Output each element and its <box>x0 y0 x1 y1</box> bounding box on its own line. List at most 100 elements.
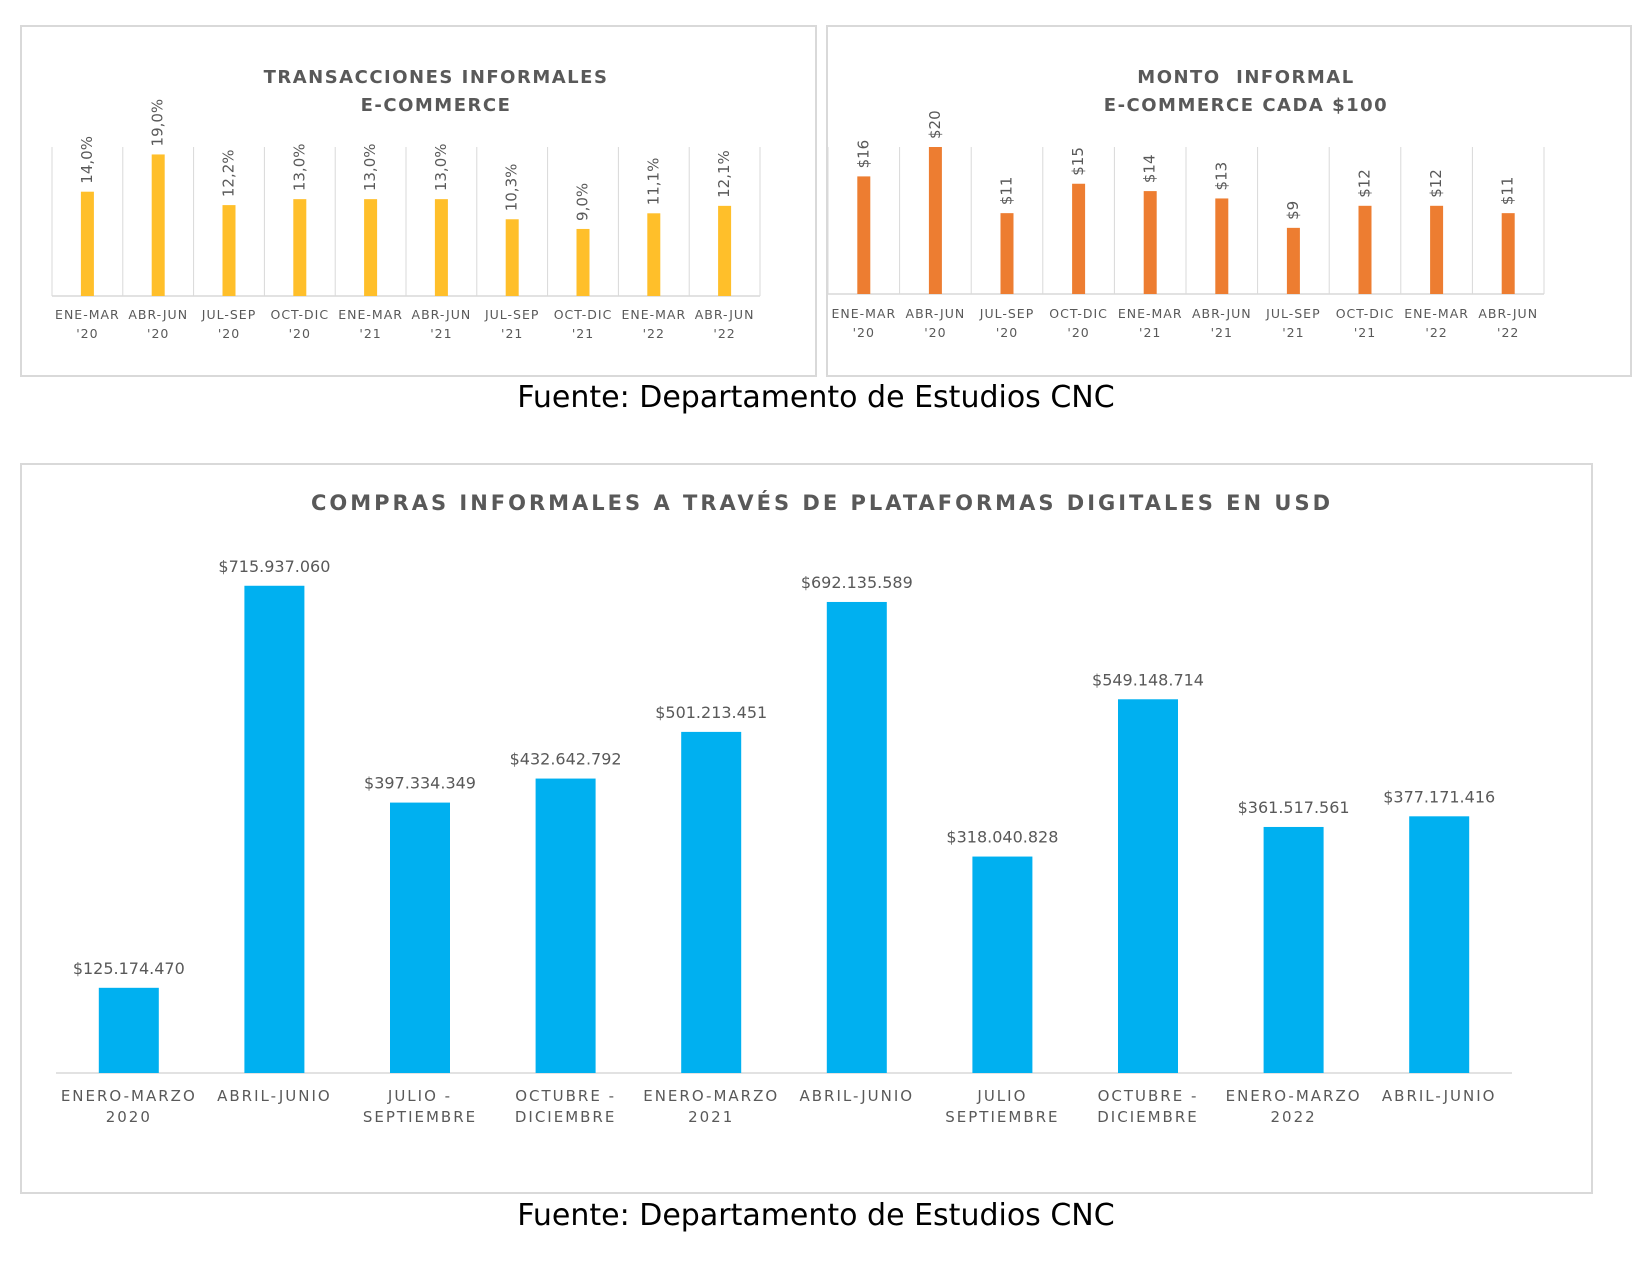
bar <box>1263 826 1324 1073</box>
tick-label: JULIO <box>976 1087 1027 1105</box>
tick-label: JUL-SEP <box>484 307 539 322</box>
tick-label: '21 <box>359 326 381 341</box>
tick-label: ABRIL-JUNIO <box>1382 1087 1497 1105</box>
tick-label: '21 <box>572 326 594 341</box>
data-label: 13,0% <box>361 143 379 191</box>
data-label: 9,0% <box>574 183 592 221</box>
tick-label: OCT-DIC <box>270 307 329 322</box>
bar <box>535 778 596 1073</box>
data-label: 13,0% <box>432 143 450 191</box>
tick-label: '20 <box>218 326 240 341</box>
source-note-bottom: Fuente: Departamento de Estudios CNC <box>517 1198 1115 1233</box>
data-label: $20 <box>926 110 944 139</box>
bar <box>222 205 236 296</box>
tick-label: ABR-JUN <box>1192 306 1252 321</box>
bar <box>1286 227 1300 294</box>
bar <box>1215 198 1229 294</box>
bar <box>972 856 1033 1073</box>
tick-label: ABRIL-JUNIO <box>217 1087 332 1105</box>
data-label: $549.148.714 <box>1092 670 1204 689</box>
tick-label: '22 <box>713 326 735 341</box>
chart-title: COMPRAS INFORMALES A TRAVÉS DE PLATAFORM… <box>311 490 1333 515</box>
tick-label: 2021 <box>688 1108 734 1126</box>
bar <box>244 585 305 1073</box>
bar <box>681 731 742 1073</box>
tick-label: ENERO-MARZO <box>1226 1087 1362 1105</box>
bar <box>1072 183 1086 294</box>
bar <box>826 601 887 1073</box>
data-label: 13,0% <box>290 143 308 191</box>
tick-label: ENE-MAR <box>55 307 120 322</box>
data-label: 12,2% <box>220 149 238 197</box>
tick-label: '20 <box>853 325 875 340</box>
tick-label: '20 <box>924 325 946 340</box>
bar <box>434 199 448 296</box>
bar <box>390 802 450 1073</box>
bar <box>364 199 378 296</box>
tick-label: ENE-MAR <box>831 306 896 321</box>
data-label: 10,3% <box>503 164 521 212</box>
bar <box>151 154 165 296</box>
data-label: 11,1% <box>644 158 662 206</box>
bar <box>576 228 590 296</box>
tick-label: OCT-DIC <box>1336 306 1395 321</box>
bar <box>857 176 871 294</box>
tick-label: '20 <box>1067 325 1089 340</box>
bar <box>1430 205 1444 294</box>
data-label: 12,1% <box>715 150 733 198</box>
chart-panel-monto: MONTO INFORMAL E-COMMERCE CADA $100 $16 E… <box>826 25 1632 377</box>
data-label: $11 <box>998 177 1016 206</box>
bar <box>1000 213 1014 294</box>
tick-label: '21 <box>1139 325 1161 340</box>
tick-label: ABR-JUN <box>906 306 966 321</box>
tick-label: DICIEMBRE <box>1097 1108 1198 1126</box>
bar <box>98 987 159 1073</box>
tick-label: ENE-MAR <box>338 307 403 322</box>
chart-panel-transacciones: TRANSACCIONES INFORMALES E-COMMERCE 14,0… <box>20 25 817 377</box>
data-label: $9 <box>1284 201 1302 220</box>
tick-label: '20 <box>147 326 169 341</box>
data-label: $16 <box>854 140 872 169</box>
data-label: $11 <box>1499 177 1517 206</box>
tick-label: JULIO - <box>387 1087 452 1105</box>
tick-label: SEPTIEMBRE <box>945 1108 1059 1126</box>
chart-transacciones: TRANSACCIONES INFORMALES E-COMMERCE 14,0… <box>51 67 761 341</box>
tick-label: JUL-SEP <box>979 306 1034 321</box>
tick-label: '22 <box>1497 325 1519 340</box>
data-label: $12 <box>1427 169 1445 198</box>
data-label: $14 <box>1141 154 1159 183</box>
chart-title-line1: MONTO INFORMAL <box>1137 67 1354 88</box>
tick-label: '22 <box>643 326 665 341</box>
tick-label: OCTUBRE - <box>1098 1087 1199 1105</box>
tick-label: ABR-JUN <box>128 307 188 322</box>
data-label: 19,0% <box>149 99 167 147</box>
tick-label: OCT-DIC <box>554 307 613 322</box>
tick-label: '21 <box>1282 325 1304 340</box>
data-label: $15 <box>1069 147 1087 176</box>
chart-title-line1: TRANSACCIONES INFORMALES <box>264 67 609 88</box>
tick-label: ENERO-MARZO <box>643 1087 779 1105</box>
bar <box>505 219 519 296</box>
tick-label: ENE-MAR <box>621 307 686 322</box>
bar <box>1358 205 1372 294</box>
bar <box>1118 699 1178 1073</box>
tick-label: '21 <box>1211 325 1233 340</box>
chart-panel-compras: COMPRAS INFORMALES A TRAVÉS DE PLATAFORM… <box>20 463 1593 1194</box>
tick-label: '21 <box>430 326 452 341</box>
bar <box>928 147 942 294</box>
bar <box>293 199 307 296</box>
tick-label: '21 <box>501 326 523 341</box>
chart-monto: MONTO INFORMAL E-COMMERCE CADA $100 $16 E… <box>828 67 1545 340</box>
tick-label: '20 <box>76 326 98 341</box>
bar <box>718 205 732 296</box>
data-label: $432.642.792 <box>510 750 622 769</box>
data-label: $13 <box>1212 162 1230 191</box>
chart-compras: COMPRAS INFORMALES A TRAVÉS DE PLATAFORM… <box>56 490 1512 1126</box>
data-label: $125.174.470 <box>73 959 185 978</box>
tick-label: ENE-MAR <box>1118 306 1183 321</box>
tick-label: SEPTIEMBRE <box>363 1108 477 1126</box>
data-label: $377.171.416 <box>1383 787 1495 806</box>
data-label: $501.213.451 <box>655 703 767 722</box>
tick-label: ENE-MAR <box>1404 306 1469 321</box>
bar <box>647 213 661 296</box>
